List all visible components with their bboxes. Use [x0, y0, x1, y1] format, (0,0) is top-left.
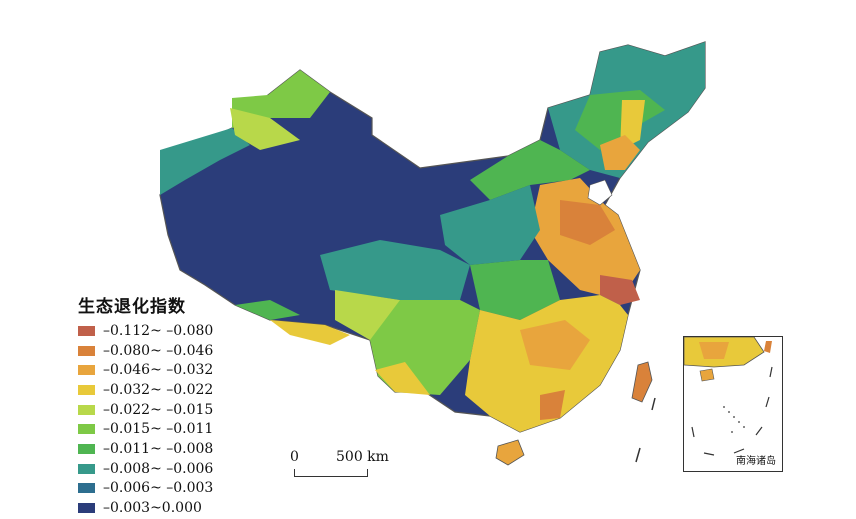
region-xinjiang-west — [160, 128, 250, 195]
legend-rows: –0.112~ –0.080 –0.080~ –0.046 –0.046~ –0.0… — [78, 321, 278, 518]
region-central-green — [470, 260, 560, 320]
legend-swatch — [78, 325, 95, 336]
region-inner-mongolia — [470, 140, 590, 200]
legend-item: –0.015~ –0.011 — [78, 419, 278, 439]
inset-dashes — [691, 366, 773, 456]
region-yangtze-delta — [600, 275, 640, 305]
legend-swatch — [78, 483, 95, 494]
region-yunnan-yellow — [375, 362, 430, 395]
inset-map — [684, 337, 773, 456]
legend-label: –0.022~ –0.015 — [103, 401, 214, 418]
region-tibet-south-green — [235, 300, 300, 320]
bohai-sea — [587, 179, 613, 206]
legend-item: –0.011~ –0.008 — [78, 439, 278, 459]
legend-swatch — [78, 443, 95, 454]
legend-label: –0.112~ –0.080 — [103, 322, 214, 339]
region-liaoning — [600, 135, 640, 170]
region-south-orange — [520, 320, 590, 370]
region-guangdong-dark — [540, 390, 565, 420]
legend-title: 生态退化指数 — [78, 297, 186, 317]
legend-item: –0.046~ –0.032 — [78, 360, 278, 380]
region-shandong — [560, 200, 615, 245]
legend-swatch — [78, 384, 95, 395]
legend-swatch — [78, 503, 95, 514]
legend-item: –0.112~ –0.080 — [78, 321, 278, 341]
legend-swatch — [78, 463, 95, 474]
legend-item: –0.006~ –0.003 — [78, 479, 278, 499]
south-china-sea-inset: 南海诸岛 — [683, 336, 783, 472]
region-loess — [440, 185, 540, 265]
region-tibet-south — [270, 320, 350, 345]
scale-distance: 500 km — [336, 449, 389, 465]
legend-item: –0.080~ –0.046 — [78, 341, 278, 361]
legend-swatch — [78, 345, 95, 356]
inset-hainan — [699, 368, 715, 382]
taiwan — [631, 361, 653, 403]
dash-line — [635, 397, 656, 463]
legend-item: –0.032~ –0.022 — [78, 380, 278, 400]
legend-item: –0.003~0.000 — [78, 498, 278, 518]
inset-label: 南海诸岛 — [736, 456, 776, 467]
inset-taiwan — [764, 341, 772, 353]
region-xinjiang-north — [232, 70, 330, 128]
scale-zero: 0 — [290, 449, 299, 465]
legend-item: –0.022~ –0.015 — [78, 400, 278, 420]
region-xinjiang-mid — [230, 108, 300, 150]
legend-label: –0.015~ –0.011 — [103, 421, 214, 438]
legend-label: –0.006~ –0.003 — [103, 480, 214, 497]
scale-bar: 0 500 km — [290, 449, 400, 479]
scale-line — [294, 469, 368, 477]
legend-label: –0.032~ –0.022 — [103, 381, 214, 398]
legend-label: –0.008~ –0.006 — [103, 460, 214, 477]
legend-label: –0.080~ –0.046 — [103, 342, 214, 359]
legend-label: –0.011~ –0.008 — [103, 440, 214, 457]
inset-islands — [723, 406, 745, 433]
legend-label: –0.003~0.000 — [103, 500, 202, 517]
inset-orange — [699, 342, 729, 359]
hainan — [495, 439, 525, 466]
legend-swatch — [78, 404, 95, 415]
legend-swatch — [78, 365, 95, 376]
region-qinghai — [320, 240, 470, 300]
legend: 生态退化指数 –0.112~ –0.080 –0.080~ –0.046 –0.04… — [78, 292, 278, 518]
legend-label: –0.046~ –0.032 — [103, 362, 214, 379]
legend-item: –0.008~ –0.006 — [78, 459, 278, 479]
legend-swatch — [78, 424, 95, 435]
